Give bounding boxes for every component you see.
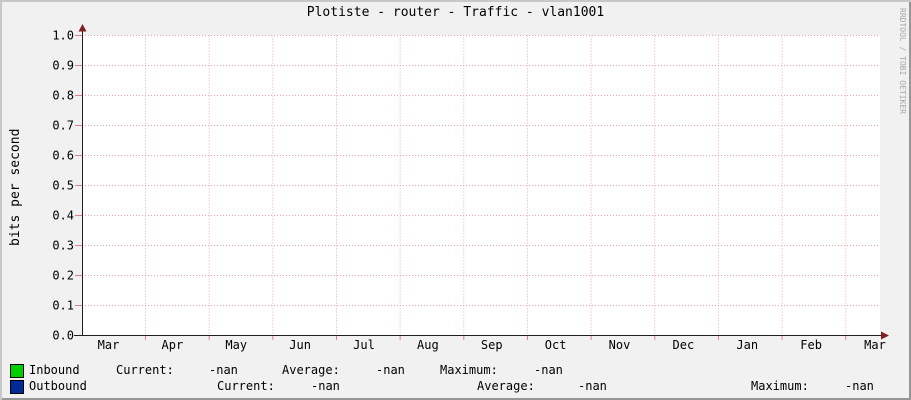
y-tick-label: 0.1 xyxy=(52,299,74,313)
legend-average-value: -nan xyxy=(376,363,405,377)
legend-current-value: -nan xyxy=(311,379,340,393)
rrdtool-watermark: RRDTOOL / TOBI OETIKER xyxy=(898,8,907,114)
legend-row-outbound: Outbound Current: -nan Average: -nan Max… xyxy=(10,378,905,394)
x-tick-label: Oct xyxy=(545,338,567,352)
legend-maximum-value: -nan xyxy=(845,379,874,393)
y-tick-label: 0.8 xyxy=(52,89,74,103)
y-tick-label: 0.6 xyxy=(52,149,74,163)
legend-average-value: -nan xyxy=(578,379,607,393)
x-tick-label: Mar xyxy=(864,338,886,352)
outbound-color-swatch xyxy=(10,380,24,394)
x-tick-label: Aug xyxy=(417,338,439,352)
x-tick-label: May xyxy=(225,338,247,352)
legend-maximum-label: Maximum: xyxy=(751,379,809,393)
x-axis-arrow xyxy=(881,331,889,340)
y-tick-label: 0.0 xyxy=(52,329,74,343)
legend-current-value: -nan xyxy=(209,363,238,377)
legend-maximum-label: Maximum: xyxy=(440,363,498,377)
graph-title: Plotiste - router - Traffic - vlan1001 xyxy=(306,5,605,20)
legend-series-name: Inbound xyxy=(29,363,80,377)
inbound-color-swatch xyxy=(10,364,24,378)
legend-row-inbound: Inbound Current: -nan Average: -nan Maxi… xyxy=(10,362,905,378)
x-tick-label: Dec xyxy=(673,338,695,352)
legend-maximum-value: -nan xyxy=(534,363,563,377)
y-tick-label: 0.5 xyxy=(52,179,74,193)
x-tick-label: Jan xyxy=(736,338,758,352)
y-tick-label: 0.9 xyxy=(52,59,74,73)
legend-series-name: Outbound xyxy=(29,379,87,393)
legend-current-label: Current: xyxy=(116,363,174,377)
y-tick-label: 0.2 xyxy=(52,269,74,283)
x-tick-label: Jun xyxy=(289,338,311,352)
y-tick-label: 0.4 xyxy=(52,209,74,223)
y-tick-label: 0.3 xyxy=(52,239,74,253)
x-tick-label: Sep xyxy=(481,338,503,352)
x-tick-label: Apr xyxy=(162,338,184,352)
legend-current-label: Current: xyxy=(217,379,275,393)
legend-average-label: Average: xyxy=(477,379,535,393)
x-tick-label: Nov xyxy=(609,338,631,352)
y-tick-label: 1.0 xyxy=(52,29,74,43)
y-axis-arrow xyxy=(78,24,87,32)
x-tick-label: Mar xyxy=(98,338,120,352)
legend-average-label: Average: xyxy=(282,363,340,377)
x-tick-label: Jul xyxy=(353,338,375,352)
y-tick-label: 0.7 xyxy=(52,119,74,133)
x-tick-label: Feb xyxy=(800,338,822,352)
